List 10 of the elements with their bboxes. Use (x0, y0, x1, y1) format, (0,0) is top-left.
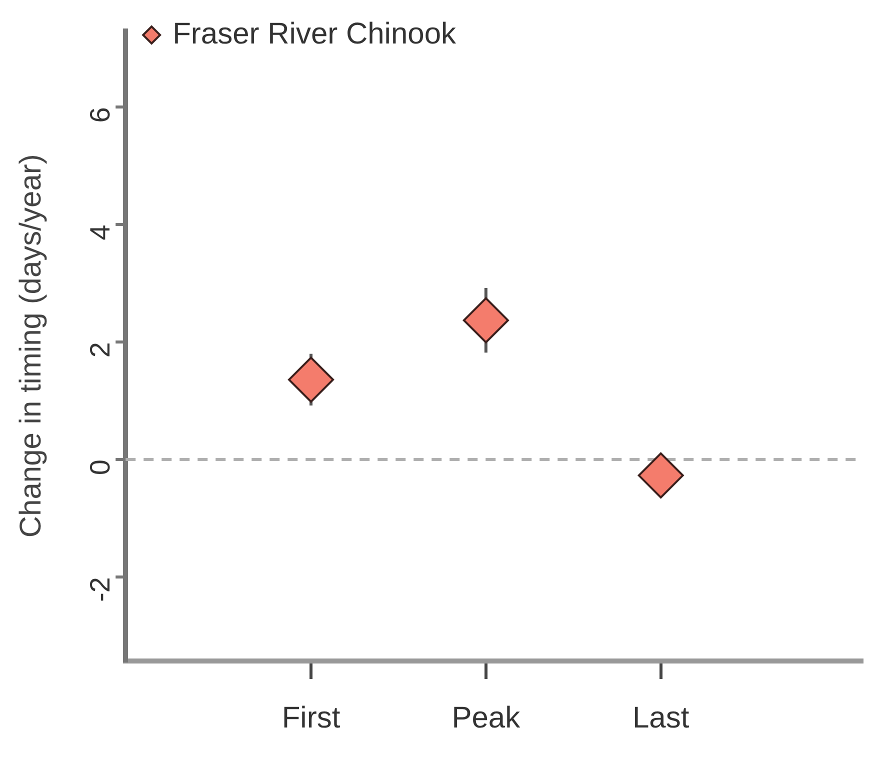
x-tick-label: First (282, 701, 341, 734)
y-tick-label: 2 (84, 342, 116, 358)
y-tick-label: -2 (84, 577, 116, 602)
x-tick-label: Peak (452, 701, 522, 734)
y-tick-label: 4 (84, 224, 116, 240)
x-tick-label: Last (632, 701, 690, 734)
y-tick-label: 0 (84, 460, 116, 476)
y-tick-label: 6 (84, 107, 116, 123)
y-axis-title: Change in timing (days/year) (14, 154, 48, 538)
legend-label: Fraser River Chinook (172, 17, 458, 50)
